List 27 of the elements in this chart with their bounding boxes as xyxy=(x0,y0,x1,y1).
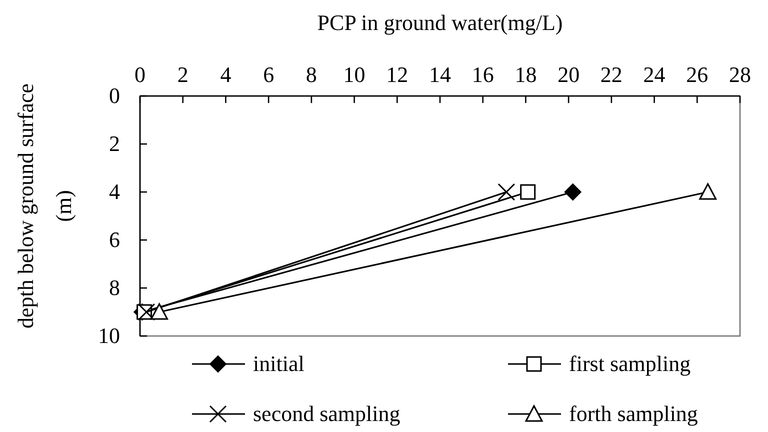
x-tick-label: 28 xyxy=(729,62,751,87)
x-tick-label: 22 xyxy=(600,62,622,87)
x-tick-label: 0 xyxy=(134,62,146,87)
y-tick-label: 2 xyxy=(109,131,120,156)
x-tick-label: 18 xyxy=(514,62,537,87)
x-tick-label: 2 xyxy=(177,62,188,87)
x-tick-label: 16 xyxy=(472,62,494,87)
legend-label: second sampling xyxy=(253,401,400,426)
x-tick-label: 4 xyxy=(220,62,232,87)
y-tick-label: 6 xyxy=(109,227,120,252)
legend-label: first sampling xyxy=(569,351,691,376)
y-tick-label: 4 xyxy=(109,179,120,204)
x-axis-title: PCP in ground water(mg/L) xyxy=(317,10,563,35)
x-tick-label: 26 xyxy=(686,62,708,87)
x-tick-label: 20 xyxy=(558,62,580,87)
x-tick-label: 10 xyxy=(343,62,366,87)
y-tick-label: 8 xyxy=(109,275,120,300)
y-tick-label: 0 xyxy=(109,83,120,108)
x-tick-label: 6 xyxy=(263,62,274,87)
x-tick-label: 24 xyxy=(643,62,666,87)
legend-label: initial xyxy=(253,351,304,376)
legend-label: forth sampling xyxy=(569,401,698,426)
x-tick-label: 8 xyxy=(306,62,317,87)
y-axis-title: depth below ground surface (m) xyxy=(13,84,76,328)
y-tick-label: 10 xyxy=(98,323,120,348)
x-tick-label: 12 xyxy=(386,62,408,87)
x-tick-label: 14 xyxy=(429,62,451,87)
